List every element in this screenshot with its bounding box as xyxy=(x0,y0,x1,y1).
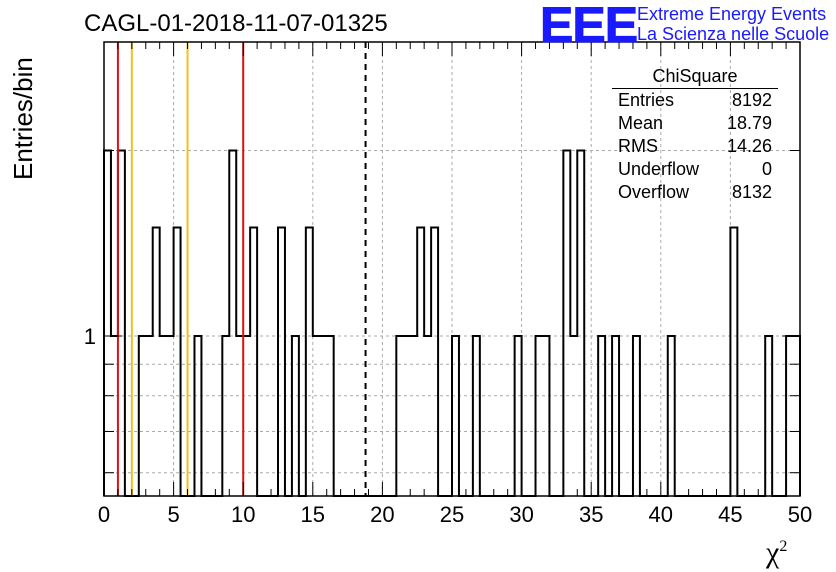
x-tick-label: 40 xyxy=(649,502,673,527)
histogram-bin xyxy=(542,336,549,496)
x-tick-label: 20 xyxy=(370,502,394,527)
stats-value: 8132 xyxy=(731,182,772,202)
histogram-bin xyxy=(306,227,313,496)
x-axis-label-superscript: 2 xyxy=(779,538,788,555)
histogram-bin xyxy=(730,227,737,496)
histogram-bin xyxy=(111,336,118,496)
histogram-bin xyxy=(396,336,403,496)
stats-value: 18.79 xyxy=(726,113,772,133)
histogram-bin xyxy=(313,336,320,496)
histogram-bin xyxy=(793,336,800,496)
histogram-bin xyxy=(417,227,424,496)
histogram-bin xyxy=(327,336,334,496)
axis-ticks xyxy=(103,41,801,496)
histogram-bin xyxy=(577,151,584,496)
histogram-bin xyxy=(612,336,619,496)
histogram-bin xyxy=(292,336,299,496)
histogram-bin xyxy=(668,336,675,496)
x-tick-label: 50 xyxy=(788,502,812,527)
histogram-bin xyxy=(403,336,410,496)
stats-value: 0 xyxy=(761,159,772,179)
x-tick-label: 5 xyxy=(167,502,179,527)
stats-title: ChiSquare xyxy=(612,66,778,89)
histogram-bin xyxy=(320,336,327,496)
x-axis-label-symbol: χ xyxy=(766,536,780,569)
histogram-bin xyxy=(236,336,243,496)
histogram-bin xyxy=(174,227,181,496)
histogram-bin xyxy=(222,336,229,496)
stats-row-entries: Entries 8192 xyxy=(612,89,778,112)
histogram-bin xyxy=(424,336,431,496)
stats-box: ChiSquare Entries 8192 Mean 18.79 RMS 14.26… xyxy=(612,66,778,204)
stats-label: Overflow xyxy=(618,182,690,202)
x-tick-label: 0 xyxy=(98,502,110,527)
histogram-bin xyxy=(473,336,480,496)
stats-value: 14.26 xyxy=(726,136,772,156)
histogram-bin xyxy=(536,336,543,496)
histogram-bin xyxy=(431,227,438,496)
x-tick-label: 45 xyxy=(718,502,742,527)
histogram-bin xyxy=(633,336,640,496)
histogram-bin xyxy=(167,336,174,496)
histogram-bin xyxy=(278,227,285,496)
stats-label: RMS xyxy=(618,136,658,156)
histogram-bin xyxy=(598,336,605,496)
x-tick-label: 35 xyxy=(579,502,603,527)
stats-value: 8192 xyxy=(731,90,772,110)
stats-row-rms: RMS 14.26 xyxy=(612,135,778,158)
logo-line-2: La Scienza nelle Scuole xyxy=(637,24,830,44)
histogram-bin xyxy=(118,151,125,496)
histogram-bin xyxy=(243,336,250,496)
marker-lines xyxy=(116,42,367,496)
histogram-bin xyxy=(410,336,417,496)
x-tick-label: 30 xyxy=(509,502,533,527)
chart-title: CAGL-01-2018-11-07-01325 xyxy=(84,10,388,37)
histogram-bin xyxy=(765,336,772,496)
stats-label: Entries xyxy=(618,90,675,110)
histogram-bin xyxy=(515,336,522,496)
histogram-bin xyxy=(153,227,160,496)
stats-row-overflow: Overflow 8132 xyxy=(612,181,778,204)
stats-label: Underflow xyxy=(618,159,700,179)
histogram-bin xyxy=(786,336,793,496)
x-tick-label: 10 xyxy=(231,502,255,527)
stats-row-mean: Mean 18.79 xyxy=(612,112,778,135)
histogram-bin xyxy=(563,151,570,496)
x-axis-label: χ2 xyxy=(766,536,787,570)
tick-labels: 0 5 10 15 20 25 30 35 40 45 50 1 xyxy=(84,324,812,527)
histogram-bin xyxy=(146,336,153,496)
stats-label: Mean xyxy=(618,113,664,133)
histogram-bin xyxy=(250,227,257,496)
y-tick-label: 1 xyxy=(84,324,96,349)
histogram-bin xyxy=(570,336,577,496)
histogram-bin xyxy=(104,151,111,496)
logo-line-1: Extreme Energy Events xyxy=(637,4,827,24)
stats-row-underflow: Underflow 0 xyxy=(612,158,778,181)
histogram-bin xyxy=(194,336,201,496)
histogram-bin xyxy=(139,336,146,496)
y-axis-label: Entries/bin xyxy=(8,57,38,180)
eee-logo-mark: EEE xyxy=(539,0,638,54)
x-tick-label: 15 xyxy=(301,502,325,527)
histogram-bin xyxy=(160,336,167,496)
histogram-bin xyxy=(229,151,236,496)
histogram-bin xyxy=(452,336,459,496)
x-tick-label: 25 xyxy=(440,502,464,527)
